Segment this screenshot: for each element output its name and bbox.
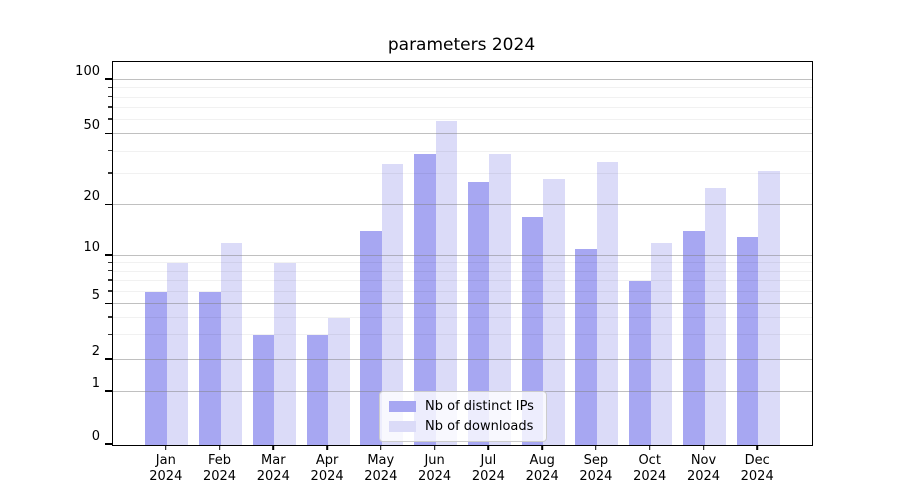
gridline-minor (113, 107, 812, 108)
legend-label-downloads: Nb of downloads (425, 419, 534, 434)
legend: Nb of distinct IPs Nb of downloads (379, 391, 547, 442)
x-tick-mark (487, 445, 490, 450)
x-tick-mark (756, 445, 758, 450)
y-minor-tick-mark (108, 118, 112, 120)
bar-distinct-ips (575, 249, 597, 445)
chart-title: parameters 2024 (387, 35, 536, 55)
bar-distinct-ips (199, 291, 221, 445)
x-tick-label: Sep 2024 (579, 453, 613, 484)
bar-distinct-ips (145, 291, 167, 445)
y-minor-tick-mark (108, 95, 112, 98)
y-tick-mark (105, 390, 112, 392)
legend-swatch-downloads (389, 421, 416, 432)
y-minor-tick-mark (108, 316, 112, 318)
x-tick-mark (433, 445, 436, 450)
legend-label-distinct-ips: Nb of distinct IPs (425, 399, 534, 414)
legend-row-distinct-ips: Nb of distinct IPs (389, 399, 534, 414)
y-tick-mark (105, 203, 112, 206)
y-minor-tick-mark (108, 289, 112, 292)
y-minor-tick-mark (108, 86, 112, 89)
x-tick-mark (702, 445, 705, 450)
bar-downloads (543, 179, 565, 445)
bar-distinct-ips (467, 182, 490, 445)
bar-downloads (489, 153, 511, 445)
y-minor-tick-mark (108, 106, 112, 108)
x-tick-label: Feb 2024 (202, 453, 237, 484)
bar-distinct-ips (414, 153, 436, 445)
bar-downloads (328, 317, 350, 445)
gridline-minor (113, 119, 812, 121)
x-tick-label: Oct 2024 (633, 453, 667, 484)
gridline-minor (113, 172, 812, 174)
bar-downloads (435, 121, 458, 445)
bar-distinct-ips (306, 335, 329, 445)
x-tick-mark (380, 445, 382, 450)
x-tick-mark (595, 445, 597, 450)
x-tick-label: Mar 2024 (256, 453, 290, 484)
x-tick-mark (541, 445, 543, 450)
bar-distinct-ips (252, 335, 275, 445)
x-tick-label: Aug 2024 (525, 453, 559, 484)
x-tick-label: Jul 2024 (471, 453, 505, 484)
bar-downloads (381, 164, 404, 445)
y-tick-label: 0 (91, 429, 100, 445)
x-tick-mark (218, 445, 221, 450)
y-minor-tick-mark (108, 269, 112, 272)
bar-downloads (596, 162, 619, 445)
y-tick-label: 2 (91, 343, 100, 359)
x-tick-mark (648, 445, 651, 450)
y-minor-tick-mark (108, 261, 112, 264)
y-tick-label: 1 (91, 376, 100, 392)
y-tick-mark (105, 132, 112, 135)
y-tick-label: 100 (75, 64, 100, 80)
x-tick-mark (326, 445, 328, 450)
x-tick-mark (272, 445, 275, 450)
bar-distinct-ips (683, 231, 705, 445)
x-tick-mark (165, 445, 167, 450)
x-axis: Jan 2024 Feb 2024 Mar 2024 Apr 2024 May 2024 Jun 20… (112, 445, 811, 500)
bar-downloads (650, 242, 673, 445)
y-tick-label: 20 (83, 189, 100, 205)
legend-row-downloads: Nb of downloads (389, 419, 534, 434)
gridline-minor (113, 96, 812, 98)
y-tick-mark (105, 302, 112, 305)
y-tick-mark (105, 78, 112, 80)
y-tick-mark (105, 443, 112, 445)
x-tick-label: Jun 2024 (418, 453, 452, 484)
bar-distinct-ips (521, 217, 544, 445)
gridline-major (113, 133, 812, 135)
y-tick-label: 5 (91, 288, 100, 304)
y-minor-tick-mark (108, 333, 112, 336)
bar-distinct-ips (629, 280, 651, 445)
y-tick-mark (105, 254, 112, 256)
y-minor-tick-mark (108, 172, 112, 174)
bar-downloads (704, 188, 726, 445)
y-tick-label: 50 (83, 118, 100, 134)
y-minor-tick-mark (108, 279, 112, 281)
x-tick-label: Jan 2024 (149, 453, 183, 484)
x-tick-label: Dec 2024 (740, 453, 774, 484)
y-tick-mark (105, 357, 112, 360)
bar-downloads (758, 171, 780, 445)
bar-downloads (166, 263, 189, 445)
x-tick-label: May 2024 (364, 453, 398, 484)
bar-downloads (274, 263, 296, 445)
x-tick-label: Apr 2024 (310, 453, 344, 484)
x-tick-label: Nov 2024 (686, 453, 721, 484)
bar-downloads (220, 242, 242, 445)
y-axis: 0 1 2 5 10 20 50 100 (0, 61, 112, 445)
gridline-minor (113, 87, 812, 89)
bar-distinct-ips (736, 236, 759, 445)
plot-area: Nb of distinct IPs Nb of downloads (112, 61, 813, 446)
gridline-minor (113, 150, 812, 152)
y-tick-label: 10 (83, 240, 100, 256)
y-minor-tick-mark (108, 149, 112, 152)
legend-swatch-distinct-ips (389, 401, 416, 412)
gridline-major (113, 79, 812, 81)
